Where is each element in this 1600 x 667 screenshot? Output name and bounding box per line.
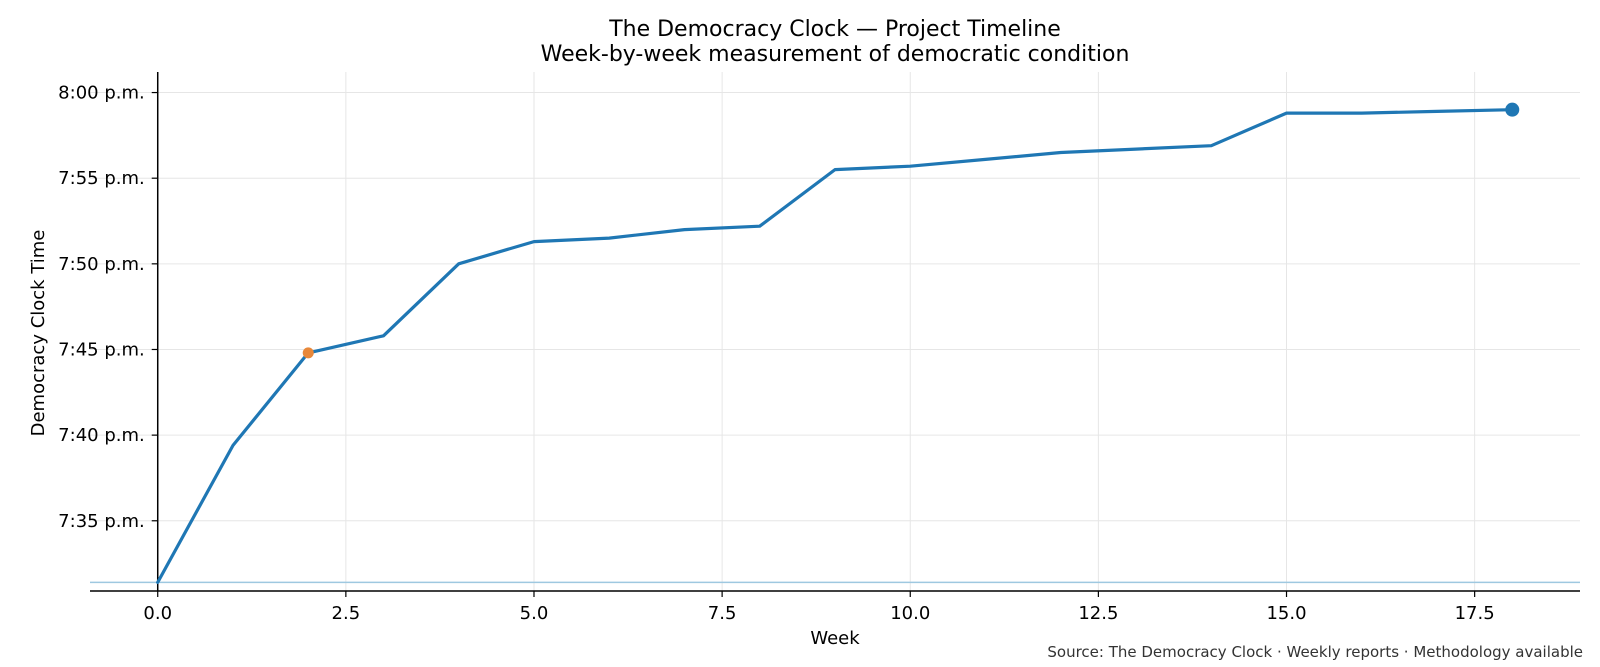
y-tick-label: 7:50 p.m. (58, 254, 145, 275)
chart-title: The Democracy Clock — Project Timeline (608, 17, 1061, 42)
highlight-point-marker (302, 347, 314, 359)
x-tick-label: 15.0 (1266, 603, 1306, 624)
x-ticks: 0.0 2.5 5.0 7.5 10.0 12.5 15.0 17.5 (143, 591, 1495, 624)
y-axis-label: Democracy Clock Time (28, 230, 49, 437)
y-tick-label: 7:45 p.m. (58, 339, 145, 360)
series-line (156, 108, 1514, 584)
x-tick-label: 0.0 (143, 603, 172, 624)
x-tick-label: 7.5 (708, 603, 737, 624)
y-tick-label: 7:40 p.m. (58, 425, 145, 446)
chart-subtitle: Week-by-week measurement of democratic c… (541, 42, 1130, 67)
latest-point-marker (1505, 102, 1520, 117)
data-points (302, 102, 1520, 359)
axes (90, 72, 1580, 592)
x-tick-label: 5.0 (520, 603, 549, 624)
x-tick-label: 17.5 (1455, 603, 1495, 624)
x-tick-label: 2.5 (332, 603, 361, 624)
y-tick-label: 8:00 p.m. (58, 83, 145, 104)
source-note: Source: The Democracy Clock · Weekly rep… (1047, 643, 1583, 661)
x-tick-label: 10.0 (890, 603, 930, 624)
series (156, 108, 1514, 584)
x-axis-label: Week (810, 628, 860, 649)
y-ticks: 7:35 p.m. 7:40 p.m. 7:45 p.m. 7:50 p.m. 7:55… (58, 83, 158, 532)
y-tick-label: 7:35 p.m. (58, 511, 145, 532)
y-tick-label: 7:55 p.m. (58, 168, 145, 189)
x-tick-label: 12.5 (1078, 603, 1118, 624)
grid (90, 72, 1580, 591)
